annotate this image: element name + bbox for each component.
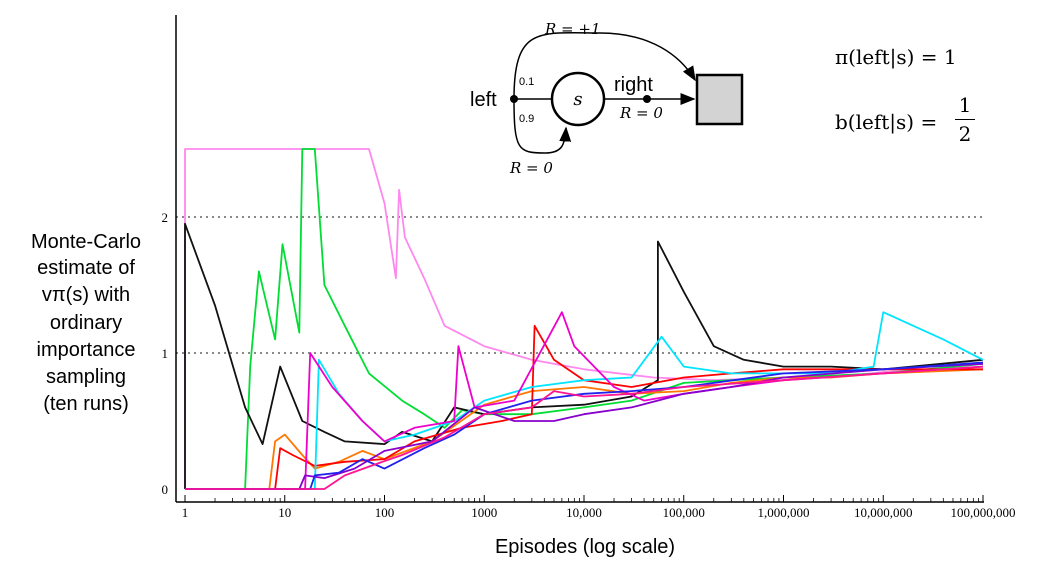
series-line-5: [185, 324, 983, 490]
b-fraction-bar: [955, 119, 975, 120]
terminal-box: [695, 73, 744, 126]
series-line-8: [185, 363, 984, 490]
x-axis-label: Episodes (log scale): [494, 536, 676, 558]
axes: [175, 15, 984, 503]
b-fraction-den: 2: [958, 122, 972, 146]
b-fraction-num: 1: [958, 93, 972, 117]
x-tick-label: 100,000,000: [951, 505, 1016, 520]
x-tick-label: 1000: [471, 505, 497, 520]
x-tick-label: 1,000,000: [758, 505, 810, 520]
y-tick-label: 0: [162, 482, 169, 497]
x-tick-label: 1: [182, 505, 189, 520]
y-ticks: 0 1 2: [162, 210, 169, 497]
x-tick-label: 100,000: [663, 505, 705, 520]
y-tick-label: 1: [162, 346, 169, 361]
x-ticks: 1 10 100 1000 10,000 100,000 1,000,000 10,000,0…: [182, 495, 1016, 520]
state-label: s: [573, 89, 582, 110]
reward-bottom: R = 0: [509, 159, 553, 177]
x-tick-label: 10: [278, 505, 291, 520]
bottom-arc: [513, 98, 572, 154]
b-formula-lhs: b(left|s) =: [835, 110, 938, 134]
ylabel-line-2: estimate of: [37, 257, 135, 279]
ylabel-line-4: ordinary: [49, 312, 123, 334]
ylabel-line-6: sampling: [45, 366, 127, 388]
prob-top: 0.1: [519, 76, 534, 88]
x-tick-label: 10,000,000: [854, 505, 913, 520]
series-line-2: [185, 148, 984, 490]
reward-top: R = +1: [544, 20, 601, 38]
b-formula: b(left|s) =: [835, 110, 937, 134]
right-label: right: [614, 74, 653, 96]
right-dot: [643, 95, 651, 103]
series-line-10: [185, 365, 984, 490]
series-line-7: [185, 311, 984, 490]
ylabel-line-7: (ten runs): [43, 393, 129, 415]
prob-bottom: 0.9: [519, 113, 534, 125]
top-arc: [513, 32, 696, 100]
reference-lines: [176, 216, 983, 354]
series-line-1: [184, 148, 984, 489]
x-tick-label: 10,000: [566, 505, 602, 520]
series-line-4: [185, 368, 984, 490]
b-fraction: 1 2: [955, 94, 975, 145]
ylabel-line-3: vπ(s) with: [41, 284, 131, 306]
pi-formula: π(left|s) = 1: [835, 45, 957, 69]
left-label: left: [470, 89, 497, 111]
y-tick-label: 2: [162, 210, 169, 225]
series-line-6: [185, 311, 984, 490]
series-layer: [184, 148, 984, 490]
reward-right: R = 0: [619, 104, 663, 122]
ylabel-line-5: importance: [36, 339, 136, 361]
ylabel-line-1: Monte-Carlo: [30, 231, 142, 253]
mdp-diagram: s left right 0.1 0.9 R = +1 R = 0 R = 0: [470, 20, 744, 177]
series-line-9: [185, 361, 984, 490]
x-tick-label: 100: [375, 505, 395, 520]
